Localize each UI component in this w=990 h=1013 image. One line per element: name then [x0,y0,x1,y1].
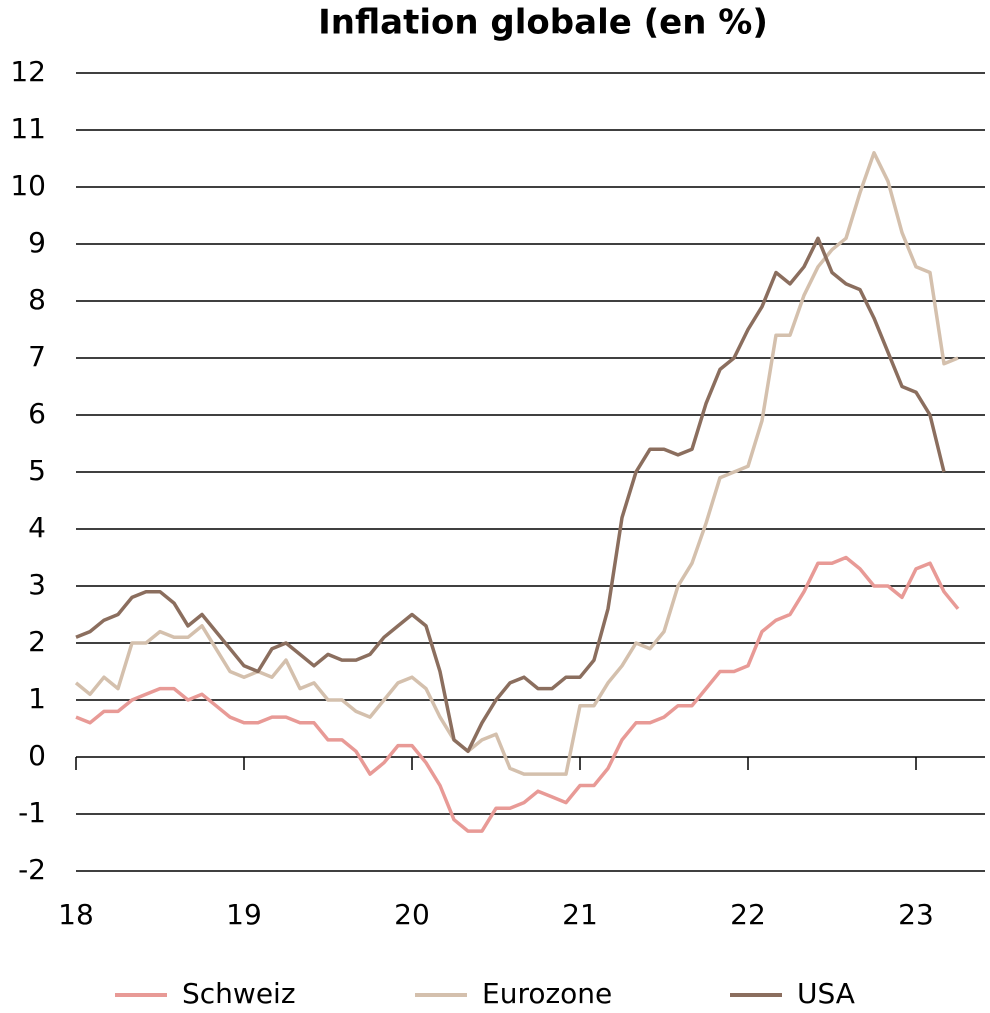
chart-title: Inflation globale (en %) [318,3,768,43]
y-tick-label: 10 [10,169,46,202]
y-tick-label: 5 [28,454,46,487]
series-line [75,236,946,754]
y-tick-label: 8 [28,283,46,316]
y-tick-label: 9 [28,226,46,259]
x-tick-label: 21 [562,898,598,931]
y-tick-label: 7 [28,340,46,373]
y-tick-label: 4 [28,511,46,544]
x-tick-label: 19 [226,898,262,931]
series-line [75,555,960,833]
y-tick-label: 1 [28,682,46,715]
y-tick-label: -1 [18,796,46,829]
y-tick-label: 3 [28,568,46,601]
legend-label: Schweiz [182,977,296,1010]
y-tick-label: 6 [28,397,46,430]
y-tick-label: 2 [28,625,46,658]
y-tick-label: 11 [10,112,46,145]
legend-label: Eurozone [482,977,612,1010]
legend-label: USA [797,977,855,1010]
x-tick-label: 18 [58,898,94,931]
y-tick-label: 0 [28,739,46,772]
x-tick-label: 22 [730,898,766,931]
x-tick-label: 20 [394,898,430,931]
series-line [74,151,959,776]
x-tick-label: 23 [898,898,934,931]
y-tick-label: 12 [10,55,46,88]
y-tick-label: -2 [18,853,46,886]
